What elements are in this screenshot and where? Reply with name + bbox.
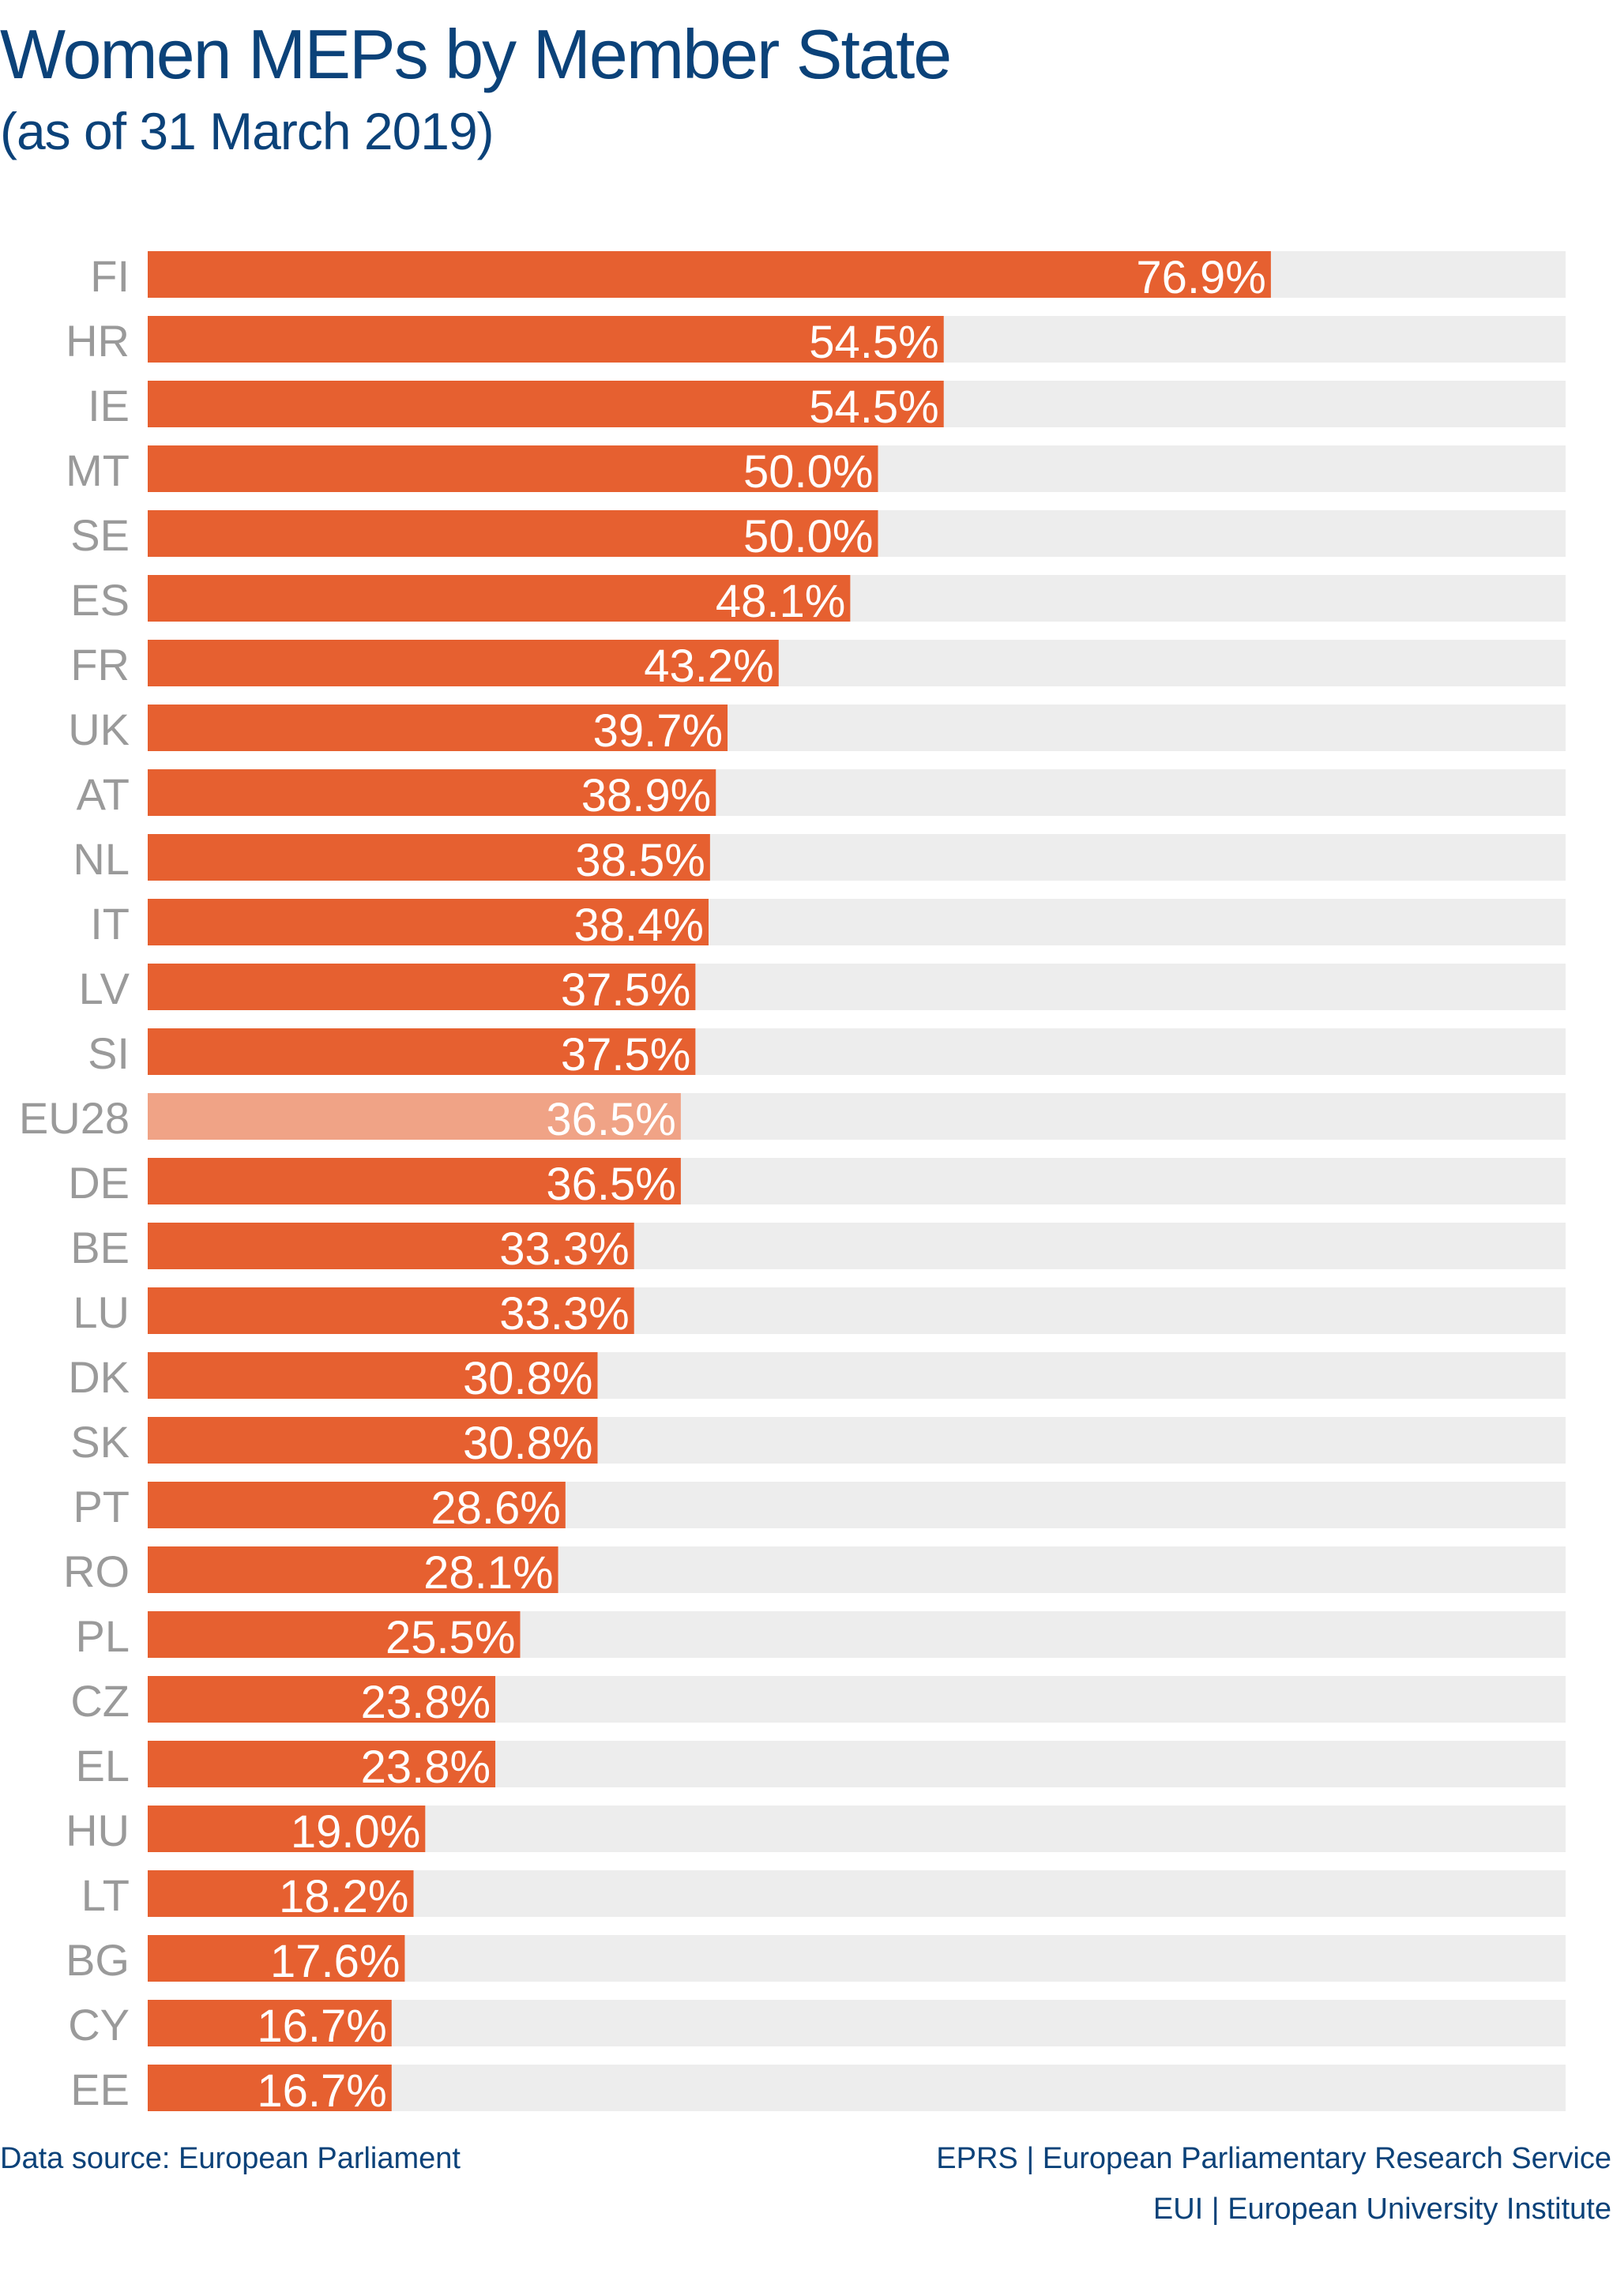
- bar-hu: [148, 1806, 426, 1852]
- value-label: 16.7%: [257, 2001, 386, 2052]
- value-label: 28.1%: [423, 1547, 553, 1599]
- value-label: 50.0%: [743, 446, 873, 498]
- value-label: 37.5%: [561, 1029, 690, 1080]
- category-label: LT: [81, 1870, 130, 1920]
- value-label: 19.0%: [291, 1806, 420, 1858]
- value-label: 39.7%: [593, 705, 723, 757]
- value-label: 54.5%: [809, 317, 938, 368]
- category-label: CY: [68, 2000, 130, 2050]
- bar-sk: [148, 1417, 598, 1464]
- chart-subtitle: (as of 31 March 2019): [0, 102, 494, 160]
- data-source: Data source: European Parliament: [0, 2142, 461, 2175]
- category-label: FI: [90, 251, 130, 301]
- category-label: EU28: [19, 1093, 130, 1143]
- value-label: 28.6%: [431, 1482, 560, 1534]
- credit-eui: EUI | European University Institute: [1152, 2193, 1611, 2226]
- category-label: CZ: [70, 1676, 130, 1726]
- value-label: 16.7%: [257, 2065, 386, 2117]
- bar-it: [148, 899, 709, 945]
- category-label: LV: [79, 964, 130, 1013]
- category-label: IE: [88, 381, 130, 430]
- category-label: EL: [76, 1741, 130, 1791]
- category-label: NL: [73, 834, 130, 884]
- bar-dk: [148, 1352, 598, 1399]
- value-label: 38.9%: [581, 770, 711, 821]
- value-label: 23.8%: [361, 1677, 491, 1728]
- bar-lv: [148, 964, 696, 1010]
- category-label: PL: [76, 1611, 130, 1661]
- category-label: IT: [90, 899, 130, 949]
- bar-eu28: [148, 1093, 681, 1140]
- category-label: HU: [66, 1806, 130, 1855]
- value-label: 37.5%: [561, 964, 690, 1016]
- bar-mt: [148, 445, 878, 492]
- value-label: 33.3%: [499, 1223, 629, 1275]
- value-label: 30.8%: [463, 1353, 592, 1404]
- category-label: AT: [77, 769, 130, 819]
- bar-pl: [148, 1611, 521, 1658]
- category-label: LU: [73, 1287, 130, 1337]
- value-label: 33.3%: [499, 1288, 629, 1340]
- bar-at: [148, 769, 716, 816]
- category-label: MT: [66, 445, 130, 495]
- credit-eprs: EPRS | European Parliamentary Research S…: [936, 2142, 1611, 2175]
- bar-lu: [148, 1287, 634, 1334]
- category-label: SI: [88, 1028, 130, 1078]
- bar-nl: [148, 834, 710, 881]
- value-label: 18.2%: [279, 1871, 408, 1922]
- category-label: DK: [68, 1352, 130, 1402]
- bar-lt: [148, 1870, 414, 1917]
- category-label: SK: [70, 1417, 130, 1467]
- category-label: DE: [68, 1158, 130, 1208]
- value-label: 48.1%: [716, 576, 845, 627]
- value-label: 23.8%: [361, 1742, 491, 1793]
- bar-be: [148, 1223, 634, 1269]
- bar-ie: [148, 381, 944, 427]
- bar-cz: [148, 1676, 496, 1723]
- bar-fi: [148, 251, 1271, 298]
- bar-uk: [148, 705, 728, 751]
- value-label: 76.9%: [1136, 252, 1265, 303]
- value-label: 43.2%: [644, 641, 773, 692]
- value-label: 36.5%: [546, 1159, 675, 1210]
- value-label: 50.0%: [743, 511, 873, 562]
- category-label: EE: [70, 2065, 130, 2114]
- bar-es: [148, 575, 851, 622]
- chart-title: Women MEPs by Member State: [0, 15, 952, 93]
- category-label: HR: [66, 316, 130, 366]
- value-label: 17.6%: [270, 1936, 400, 1987]
- category-label: BG: [66, 1935, 130, 1985]
- bar-ee: [148, 2065, 392, 2111]
- bar-cy: [148, 2000, 392, 2046]
- bar-se: [148, 510, 878, 557]
- bar-bg: [148, 1935, 405, 1982]
- value-label: 25.5%: [385, 1612, 515, 1663]
- category-label: UK: [68, 705, 130, 754]
- category-label: ES: [70, 575, 130, 625]
- bar-hr: [148, 316, 944, 363]
- category-label: RO: [63, 1546, 130, 1596]
- category-label: BE: [70, 1223, 130, 1272]
- bar-el: [148, 1741, 496, 1787]
- bar-si: [148, 1028, 696, 1075]
- value-label: 38.5%: [575, 835, 705, 886]
- bar-ro: [148, 1546, 558, 1593]
- bar-fr: [148, 640, 779, 686]
- category-label: PT: [73, 1482, 130, 1531]
- category-label: SE: [70, 510, 130, 560]
- value-label: 54.5%: [809, 381, 938, 433]
- bar-pt: [148, 1482, 566, 1528]
- bar-de: [148, 1158, 681, 1204]
- value-label: 38.4%: [574, 900, 704, 951]
- value-label: 30.8%: [463, 1418, 592, 1469]
- value-label: 36.5%: [546, 1094, 675, 1145]
- category-label: FR: [70, 640, 130, 690]
